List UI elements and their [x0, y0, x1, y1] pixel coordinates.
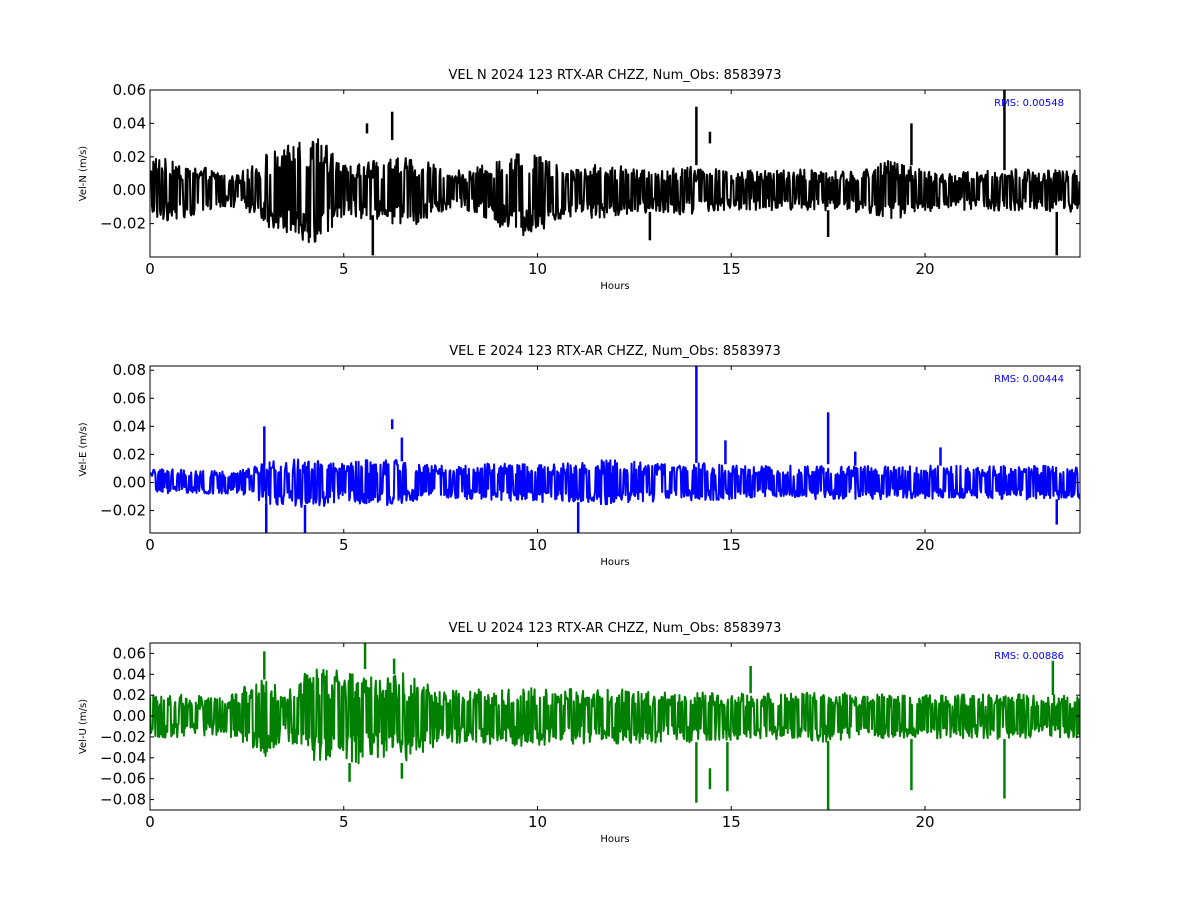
y-tick-label: 0.00 [113, 181, 146, 199]
plot-frame [149, 365, 1081, 534]
y-tick-label: −0.08 [100, 791, 146, 809]
y-tick-label: 0.02 [113, 148, 146, 166]
x-axis-label: Hours [600, 834, 629, 845]
chart-title: VEL E 2024 123 RTX-AR CHZZ, Num_Obs: 858… [449, 344, 780, 359]
x-axis-label: Hours [600, 557, 629, 568]
y-tick-label: 0.02 [113, 445, 146, 463]
chart-panel-3: 0 5 10 15 20 −0.08 −0.06 −0.04 −0.02 0.00 0.02 0.04… [78, 621, 1081, 845]
rms-annotation: RMS: 0.00886 [994, 651, 1064, 662]
x-tick-label: 5 [339, 536, 349, 554]
y-axis-label: Vel-N (m/s) [78, 146, 89, 201]
x-axis-label: Hours [600, 281, 629, 292]
x-tick-label: 0 [145, 536, 155, 554]
x-tick-label: 0 [145, 260, 155, 278]
y-tick-label: −0.04 [100, 749, 146, 767]
y-tick-label: 0.08 [113, 361, 146, 379]
chart-panel-1: 0 5 10 15 20 −0.02 0.00 0.02 0.04 0.06 VEL N 2024 … [78, 68, 1081, 292]
x-tick-label: 20 [915, 536, 934, 554]
x-tick-label: 10 [528, 260, 547, 278]
y-tick-label: 0.04 [113, 665, 146, 683]
y-tick-label: 0.00 [113, 707, 146, 725]
x-tick-label: 20 [915, 813, 934, 831]
rms-annotation: RMS: 0.00548 [994, 98, 1064, 109]
y-tick-label: 0.06 [113, 81, 146, 99]
y-tick-label: 0.02 [113, 686, 146, 704]
x-tick-label: 5 [339, 813, 349, 831]
y-tick-label: 0.00 [113, 473, 146, 491]
x-tick-label: 20 [915, 260, 934, 278]
y-tick-label: 0.04 [113, 114, 146, 132]
y-tick-label: −0.02 [100, 502, 146, 520]
velocity-trace [150, 458, 1080, 508]
plot-frame [149, 642, 1081, 811]
x-tick-label: 5 [339, 260, 349, 278]
chart-title: VEL U 2024 123 RTX-AR CHZZ, Num_Obs: 858… [449, 621, 782, 636]
velocity-trace [150, 668, 1080, 765]
x-tick-label: 10 [528, 536, 547, 554]
chart-panel-2: 0 5 10 15 20 −0.02 0.00 0.02 0.04 0.06 0.08 VEL E 2… [78, 344, 1081, 568]
y-tick-label: −0.02 [100, 728, 146, 746]
y-tick-label: −0.06 [100, 770, 146, 788]
y-axis-label: Vel-E (m/s) [78, 422, 89, 476]
x-tick-label: 10 [528, 813, 547, 831]
y-tick-label: 0.04 [113, 417, 146, 435]
x-tick-label: 15 [722, 536, 741, 554]
plot-frame [149, 89, 1081, 258]
chart-title: VEL N 2024 123 RTX-AR CHZZ, Num_Obs: 858… [449, 68, 782, 83]
rms-annotation: RMS: 0.00444 [994, 374, 1064, 385]
chart-panels: 0 5 10 15 20 −0.02 0.00 0.02 0.04 0.06 VEL N 2024 … [78, 68, 1081, 845]
x-tick-label: 15 [722, 813, 741, 831]
y-tick-label: −0.02 [100, 215, 146, 233]
x-tick-label: 0 [145, 813, 155, 831]
velocity-trace [150, 138, 1080, 244]
x-tick-label: 15 [722, 260, 741, 278]
y-tick-label: 0.06 [113, 644, 146, 662]
y-tick-label: 0.06 [113, 389, 146, 407]
y-axis-label: Vel-U (m/s) [78, 699, 89, 754]
